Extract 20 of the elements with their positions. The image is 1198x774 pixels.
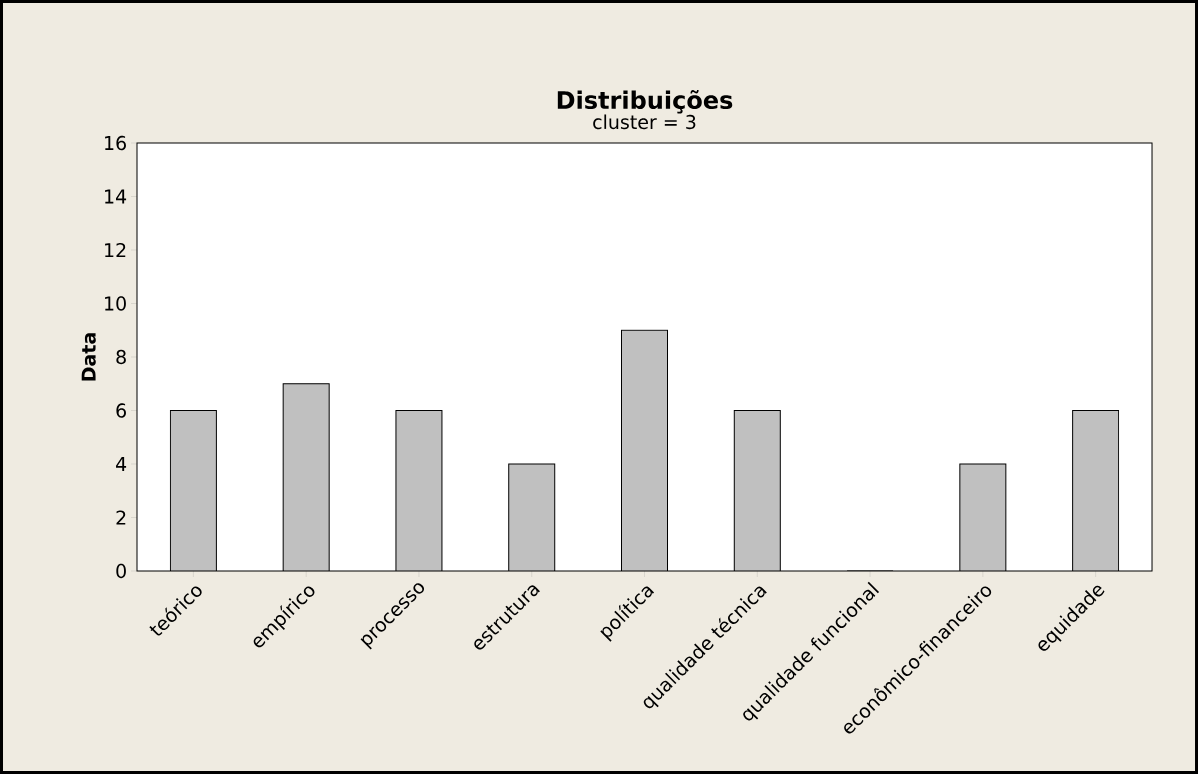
y-tick-label: 10	[105, 296, 126, 311]
bar	[282, 383, 330, 571]
bar	[169, 410, 217, 571]
bar	[395, 410, 443, 571]
y-tick-label: 2	[116, 510, 126, 525]
bar	[508, 463, 556, 571]
y-tick-label: 4	[116, 457, 127, 471]
y-tick-label: 16	[105, 135, 126, 151]
y-tick-label: 0	[116, 563, 126, 579]
y-tick-label: 6	[116, 403, 126, 418]
bar	[959, 463, 1007, 571]
y-tick-label: 8	[116, 349, 126, 365]
chart-subtitle: cluster = 3	[593, 114, 696, 130]
chart-title: Distribuições	[557, 90, 733, 114]
y-tick-label: 14	[105, 189, 127, 204]
bar	[621, 329, 669, 571]
bar	[733, 410, 781, 571]
y-axis-title: Data	[81, 333, 96, 381]
bar	[1072, 410, 1120, 571]
y-tick-label: 12	[105, 242, 126, 258]
